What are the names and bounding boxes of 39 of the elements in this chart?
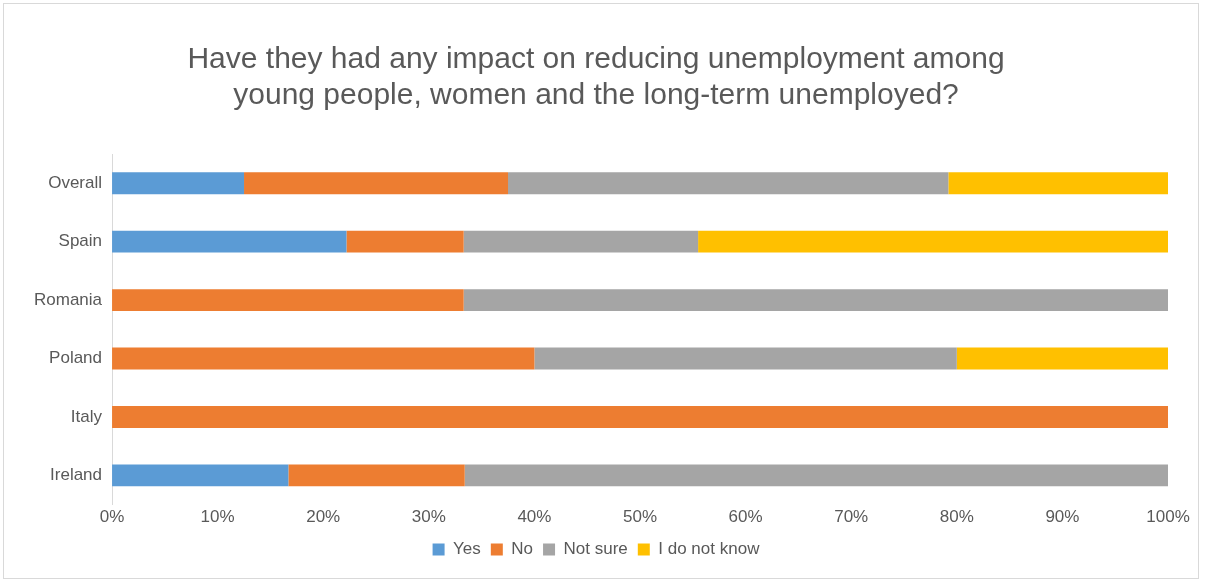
chart-title: Have they had any impact on reducing unemployment among young people, women and the long-term unemployed? xyxy=(187,41,1005,111)
bar xyxy=(112,289,464,312)
bar xyxy=(956,347,1168,370)
bar xyxy=(112,405,1168,428)
y-tick-label: Italy xyxy=(70,406,103,426)
y-tick-label: Romania xyxy=(33,289,103,309)
bar xyxy=(112,230,347,253)
bar xyxy=(112,347,535,370)
x-tick-label: 100% xyxy=(1146,507,1190,527)
x-tick-label: 70% xyxy=(834,507,869,527)
x-tick-label: 20% xyxy=(306,507,341,527)
x-tick-label: 60% xyxy=(728,507,763,527)
bar xyxy=(698,230,1168,253)
bar xyxy=(948,172,1168,195)
x-tick-label: 30% xyxy=(411,507,446,527)
bar xyxy=(464,464,1168,487)
y-tick-label: Ireland xyxy=(50,465,103,485)
x-tick-label: 40% xyxy=(517,507,552,527)
bar xyxy=(463,289,1168,312)
x-tick-label: 90% xyxy=(1045,507,1080,527)
bar xyxy=(288,464,465,487)
x-tick-label: 80% xyxy=(939,507,974,527)
bar xyxy=(244,172,509,195)
legend-label: No xyxy=(511,539,534,559)
x-tick-label: 0% xyxy=(99,507,125,527)
bar xyxy=(534,347,957,370)
bar xyxy=(508,172,949,195)
bar xyxy=(463,230,699,253)
bar xyxy=(112,464,289,487)
y-tick-label: Poland xyxy=(49,348,103,368)
legend-label: I do not know xyxy=(658,539,761,559)
legend-label: Not sure xyxy=(563,539,628,559)
bar xyxy=(346,230,464,253)
y-tick-label: Spain xyxy=(58,231,103,251)
x-tick-label: 50% xyxy=(623,507,658,527)
bar xyxy=(112,172,245,195)
legend-label: Yes xyxy=(453,539,481,559)
x-tick-label: 10% xyxy=(200,507,235,527)
y-tick-label: Overall xyxy=(48,172,103,192)
